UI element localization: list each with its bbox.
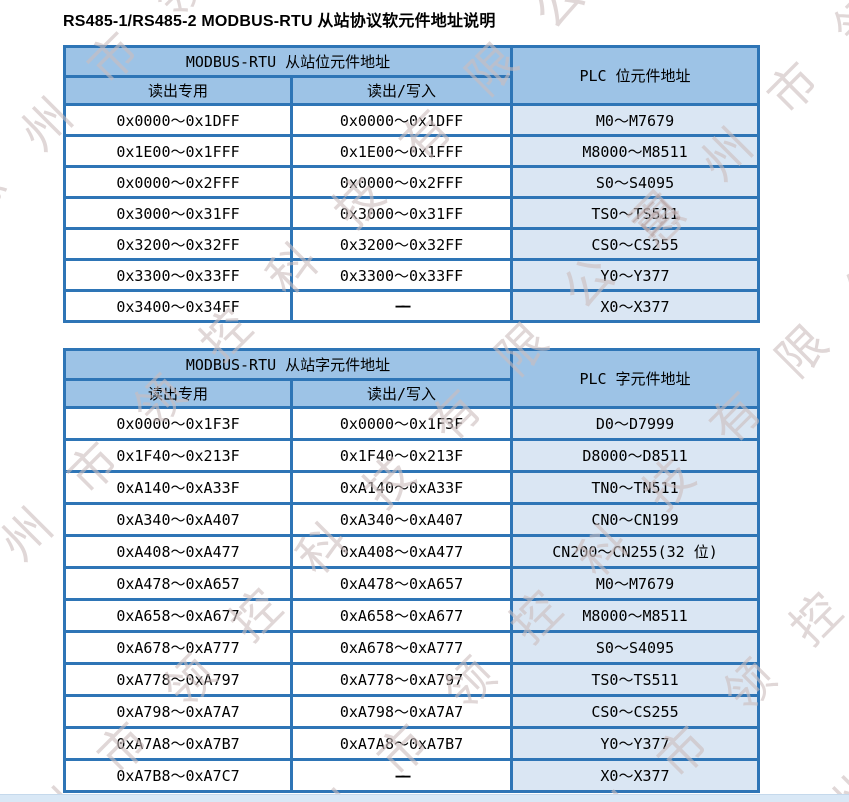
table-cell: 0xA798～0xA7A7 [63, 694, 293, 729]
table-cell: 0x0000～0x1F3F [290, 406, 513, 441]
table-row: 0x3300～0x33FF 0x3300～0x33FF Y0～Y377 [63, 258, 760, 292]
table-cell: Y0～Y377 [510, 726, 760, 761]
table-cell: 0x1E00～0x1FFF [290, 134, 513, 168]
table-cell: 0xA140～0xA33F [63, 470, 293, 505]
table-cell: 0x0000～0x1DFF [63, 103, 293, 137]
table-cell: 0xA778～0xA797 [63, 662, 293, 697]
table-header-row: MODBUS-RTU 从站位元件地址 PLC 位元件地址 [63, 45, 760, 106]
page-title: RS485-1/RS485-2 MODBUS-RTU 从站协议软元件地址说明 [63, 13, 496, 30]
table-header-row: MODBUS-RTU 从站字元件地址 PLC 字元件地址 [63, 348, 760, 409]
table-cell: 0xA7A8～0xA7B7 [290, 726, 513, 761]
read-only-header: 读出专用 [63, 378, 293, 409]
table-row: 0x1F40～0x213F 0x1F40～0x213F D8000～D8511 [63, 438, 760, 473]
table-cell: TS0～TS511 [510, 662, 760, 697]
table-cell: CN0～CN199 [510, 502, 760, 537]
table-cell: CN200～CN255(32 位) [510, 534, 760, 569]
table-cell: —— [290, 758, 513, 793]
table-cell: 0xA340～0xA407 [63, 502, 293, 537]
table-row: 0x3400～0x34FF —— X0～X377 [63, 289, 760, 323]
table-cell: CS0～CS255 [510, 694, 760, 729]
table-row: 0x3200～0x32FF 0x3200～0x32FF CS0～CS255 [63, 227, 760, 261]
table-cell: 0x1F40～0x213F [63, 438, 293, 473]
table-row: 0xA478～0xA657 0xA478～0xA657 M0～M7679 [63, 566, 760, 601]
read-write-header: 读出/写入 [290, 378, 513, 409]
table-cell: 0x0000～0x1F3F [63, 406, 293, 441]
bit-table-plc-header: PLC 位元件地址 [510, 45, 760, 106]
table-cell: CS0～CS255 [510, 227, 760, 261]
table-row: 0xA7A8～0xA7B7 0xA7A8～0xA7B7 Y0～Y377 [63, 726, 760, 761]
table-cell: 0xA7A8～0xA7B7 [63, 726, 293, 761]
modbus-word-address-table: MODBUS-RTU 从站字元件地址 PLC 字元件地址 读出专用 读出/写入 … [63, 348, 760, 793]
table-cell: 0xA140～0xA33F [290, 470, 513, 505]
table-row: 0xA778～0xA797 0xA778～0xA797 TS0～TS511 [63, 662, 760, 697]
table-cell: M0～M7679 [510, 566, 760, 601]
table-cell: TS0～TS511 [510, 196, 760, 230]
table-cell: 0xA678～0xA777 [63, 630, 293, 665]
read-write-header: 读出/写入 [290, 75, 513, 106]
table-cell: —— [290, 289, 513, 323]
table-row: 0xA798～0xA7A7 0xA798～0xA7A7 CS0～CS255 [63, 694, 760, 729]
word-table-group-header: MODBUS-RTU 从站字元件地址 [63, 348, 513, 381]
table-row: 0xA678～0xA777 0xA678～0xA777 S0～S4095 [63, 630, 760, 665]
table-cell: 0x0000～0x2FFF [290, 165, 513, 199]
table-cell: 0x3200～0x32FF [290, 227, 513, 261]
table-cell: 0x3000～0x31FF [290, 196, 513, 230]
read-only-header: 读出专用 [63, 75, 293, 106]
table-cell: S0～S4095 [510, 165, 760, 199]
table-cell: D8000～D8511 [510, 438, 760, 473]
table-cell: 0xA7B8～0xA7C7 [63, 758, 293, 793]
table-cell: 0xA678～0xA777 [290, 630, 513, 665]
table-cell: Y0～Y377 [510, 258, 760, 292]
table-subheader-row: 读出专用 读出/写入 [63, 75, 759, 106]
bit-table-group-header: MODBUS-RTU 从站位元件地址 [63, 45, 513, 78]
table-cell: M0～M7679 [510, 103, 760, 137]
table-row: 0xA140～0xA33F 0xA140～0xA33F TN0～TN511 [63, 470, 760, 505]
table-cell: 0x1F40～0x213F [290, 438, 513, 473]
table-cell: 0xA658～0xA677 [290, 598, 513, 633]
table-cell: TN0～TN511 [510, 470, 760, 505]
table-cell: 0x1E00～0x1FFF [63, 134, 293, 168]
table-cell: 0x3300～0x33FF [290, 258, 513, 292]
bottom-scroll-strip [0, 794, 849, 802]
table-cell: 0xA478～0xA657 [63, 566, 293, 601]
table-row: 0x0000～0x1F3F 0x0000～0x1F3F D0～D7999 [63, 406, 760, 441]
table-cell: 0x0000～0x1DFF [290, 103, 513, 137]
table-cell: X0～X377 [510, 758, 760, 793]
table-row: 0x1E00～0x1FFF 0x1E00～0x1FFF M8000～M8511 [63, 134, 760, 168]
table-cell: M8000～M8511 [510, 598, 760, 633]
table-cell: 0xA408～0xA477 [63, 534, 293, 569]
table-cell: 0xA798～0xA7A7 [290, 694, 513, 729]
table-cell: M8000～M8511 [510, 134, 760, 168]
table-cell: 0x3200～0x32FF [63, 227, 293, 261]
table-cell: 0x3300～0x33FF [63, 258, 293, 292]
table-cell: 0x3000～0x31FF [63, 196, 293, 230]
table-cell: S0～S4095 [510, 630, 760, 665]
table-cell: X0～X377 [510, 289, 760, 323]
table-cell: 0xA408～0xA477 [290, 534, 513, 569]
table-row: 0x0000～0x1DFF 0x0000～0x1DFF M0～M7679 [63, 103, 760, 137]
table-row: 0xA340～0xA407 0xA340～0xA407 CN0～CN199 [63, 502, 760, 537]
word-table-plc-header: PLC 字元件地址 [510, 348, 760, 409]
modbus-bit-address-table: MODBUS-RTU 从站位元件地址 PLC 位元件地址 读出专用 读出/写入 … [63, 45, 760, 323]
table-subheader-row: 读出专用 读出/写入 [63, 378, 759, 409]
table-row: 0x3000～0x31FF 0x3000～0x31FF TS0～TS511 [63, 196, 760, 230]
table-cell: D0～D7999 [510, 406, 760, 441]
table-cell: 0xA340～0xA407 [290, 502, 513, 537]
table-cell: 0x3400～0x34FF [63, 289, 293, 323]
table-row: 0xA408～0xA477 0xA408～0xA477 CN200～CN255(32… [63, 534, 760, 569]
table-cell: 0xA658～0xA677 [63, 598, 293, 633]
table-cell: 0xA778～0xA797 [290, 662, 513, 697]
table-row: 0xA7B8～0xA7C7 —— X0～X377 [63, 758, 760, 793]
table-row: 0xA658～0xA677 0xA658～0xA677 M8000～M8511 [63, 598, 760, 633]
table-row: 0x0000～0x2FFF 0x0000～0x2FFF S0～S4095 [63, 165, 760, 199]
table-cell: 0xA478～0xA657 [290, 566, 513, 601]
table-cell: 0x0000～0x2FFF [63, 165, 293, 199]
